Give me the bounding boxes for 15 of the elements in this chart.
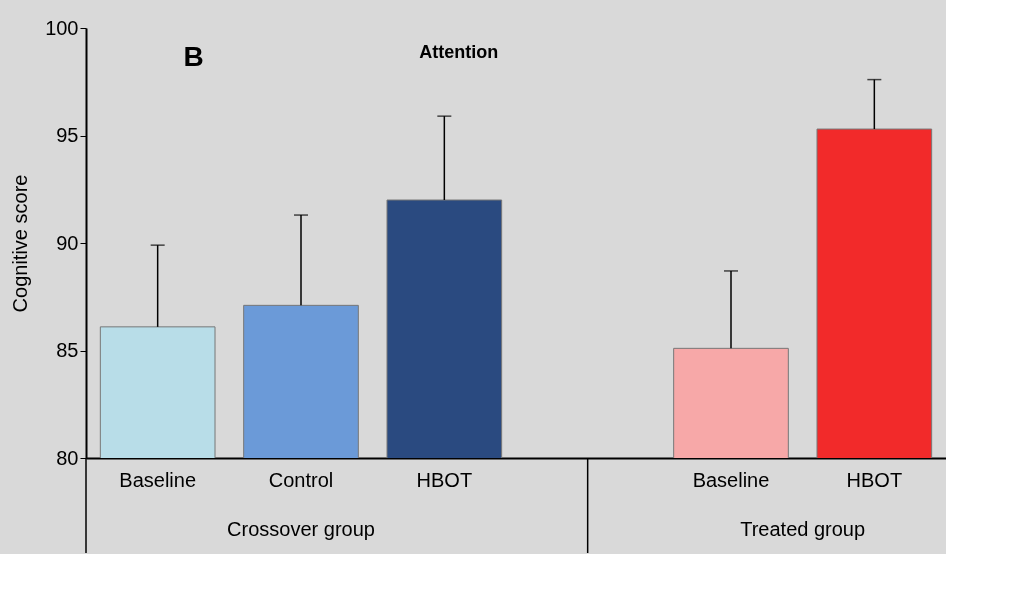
- y-axis-title: Cognitive score: [9, 174, 32, 313]
- x-tick-label: Control: [268, 468, 334, 491]
- y-tick-label: 100: [45, 16, 79, 39]
- text: Crossover group: [227, 518, 375, 540]
- text: Attention: [419, 42, 499, 62]
- x-tick-label: HBOT: [846, 468, 903, 491]
- x-tick-label: Baseline: [692, 468, 770, 491]
- y-tick-label: 80: [56, 446, 79, 469]
- text: Treated group: [740, 518, 866, 540]
- x-tick-label: HBOT: [416, 468, 473, 491]
- y-tick-label: 95: [56, 124, 79, 146]
- x-tick-label: Baseline: [119, 468, 197, 491]
- annotation: B: [183, 41, 204, 72]
- y-tick-label: 85: [56, 339, 79, 361]
- y-tick-label: 90: [56, 231, 79, 254]
